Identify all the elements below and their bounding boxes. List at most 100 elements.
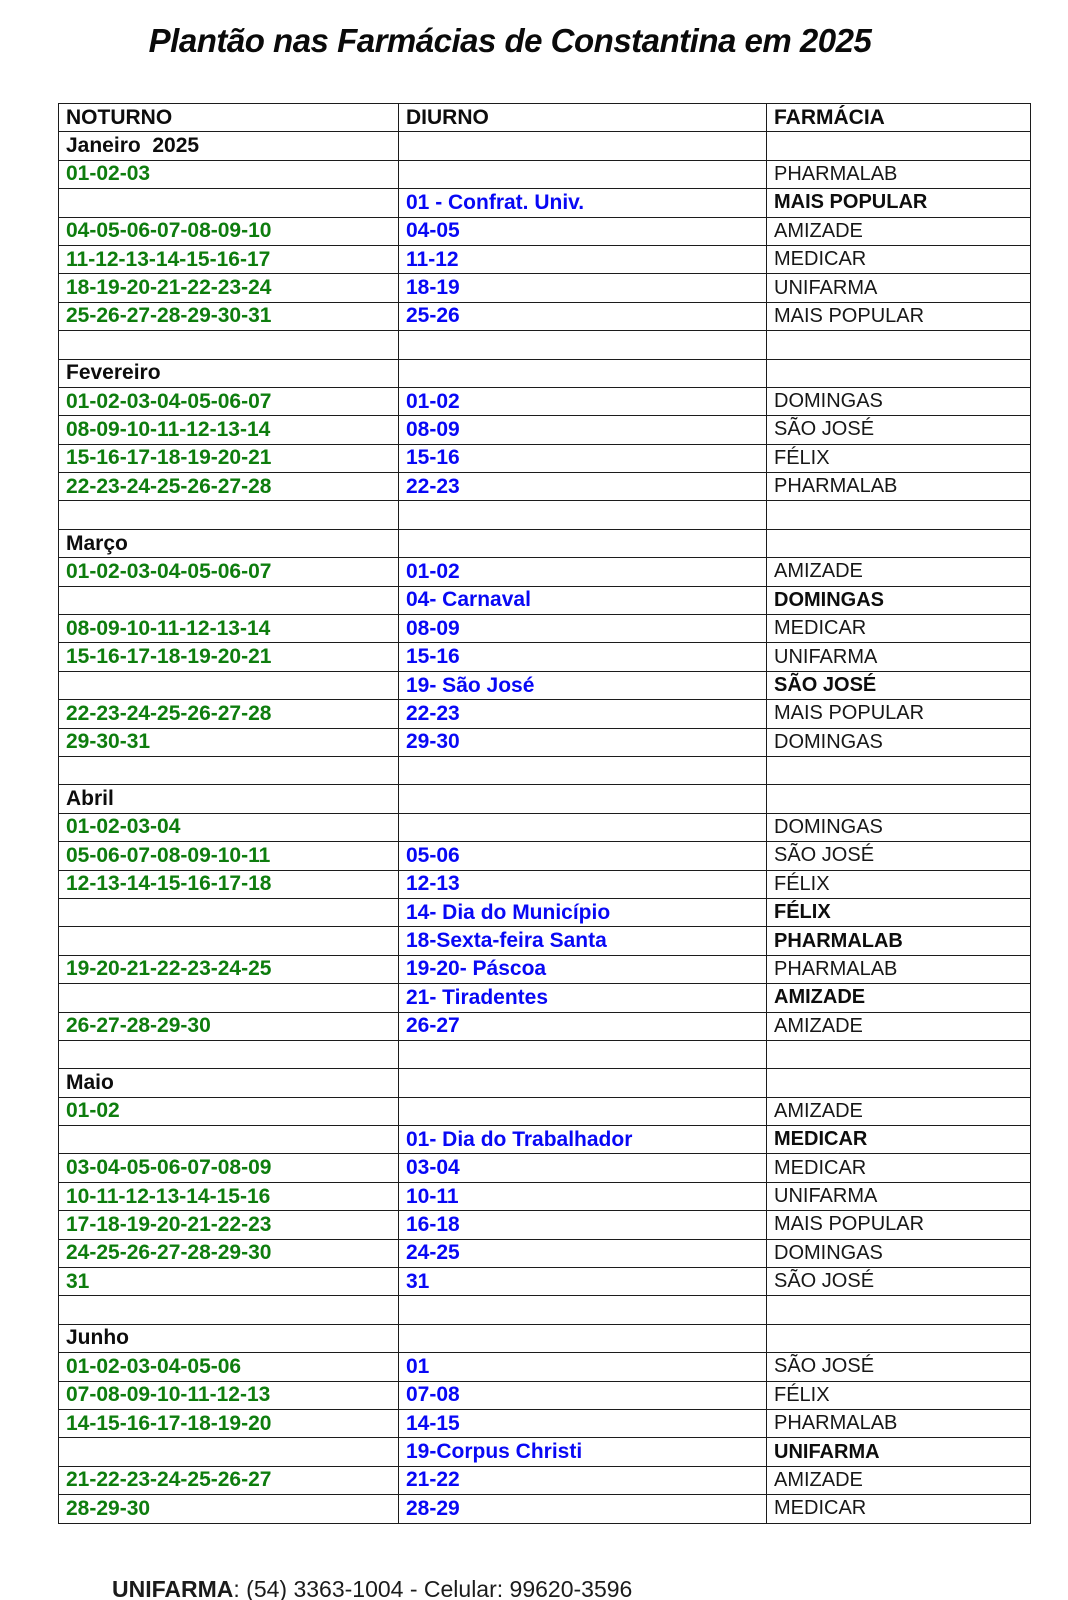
empty-cell [398, 528, 767, 559]
empty-cell [398, 1323, 767, 1354]
farmacia-name: DOMINGAS [766, 386, 1031, 417]
diurno-dates: 25-26 [398, 301, 767, 332]
empty-cell [766, 1039, 1031, 1070]
spacer-row [58, 500, 1031, 530]
footer-pharmacy-label: UNIFARMA [112, 1576, 234, 1600]
empty-cell [766, 358, 1031, 388]
farmacia-name: AMIZADE [766, 216, 1031, 246]
month-label: Maio [58, 1068, 399, 1098]
column-header-diurno: DIURNO [398, 102, 767, 133]
month-label: Janeiro 2025 [58, 131, 399, 161]
empty-cell [398, 755, 767, 786]
farmacia-name: AMIZADE [766, 1465, 1031, 1496]
month-header-row: Março [58, 528, 1031, 559]
noturno-dates: 14-15-16-17-18-19-20 [58, 1408, 399, 1439]
diurno-dates: 22-23 [398, 472, 767, 502]
diurno-dates: 18-Sexta-feira Santa [398, 926, 767, 956]
farmacia-name: SÃO JOSÉ [766, 1267, 1031, 1297]
diurno-dates: 19-20- Páscoa [398, 954, 767, 985]
farmacia-name: FÉLIX [766, 869, 1031, 899]
farmacia-name: DOMINGAS [766, 812, 1031, 843]
empty-cell [766, 784, 1031, 814]
empty-cell [398, 1039, 767, 1070]
noturno-dates: 15-16-17-18-19-20-21 [58, 642, 399, 672]
table-row: 31 31 SÃO JOSÉ [58, 1267, 1031, 1297]
diurno-dates: 05-06 [398, 841, 767, 871]
farmacia-name: SÃO JOSÉ [766, 415, 1031, 445]
empty-cell [766, 1295, 1031, 1325]
noturno-dates [58, 983, 399, 1013]
empty-cell [58, 330, 399, 360]
farmacia-name: DOMINGAS [766, 585, 1031, 616]
month-label: Junho [58, 1323, 399, 1354]
noturno-dates: 04-05-06-07-08-09-10 [58, 216, 399, 246]
table-row: 15-16-17-18-19-20-21 15-16 FÉLIX [58, 443, 1031, 474]
noturno-dates: 22-23-24-25-26-27-28 [58, 472, 399, 502]
diurno-dates: 01 - Confrat. Univ. [398, 188, 767, 218]
farmacia-name: SÃO JOSÉ [766, 841, 1031, 871]
month-header-row: Abril [58, 784, 1031, 814]
noturno-dates [58, 897, 399, 928]
spacer-row [58, 755, 1031, 786]
table-row: 26-27-28-29-30 26-27 AMIZADE [58, 1011, 1031, 1041]
table-row: 18-19-20-21-22-23-24 18-19 UNIFARMA [58, 273, 1031, 303]
farmacia-name: UNIFARMA [766, 273, 1031, 303]
table-header: NOTURNO DIURNO FARMÁCIA [58, 102, 1031, 133]
farmacia-name: SÃO JOSÉ [766, 1352, 1031, 1382]
farmacia-name: PHARMALAB [766, 472, 1031, 502]
column-header-noturno: NOTURNO [58, 102, 399, 133]
empty-cell [398, 500, 767, 530]
noturno-dates: 07-08-09-10-11-12-13 [58, 1380, 399, 1410]
diurno-dates: 19- São José [398, 670, 767, 701]
empty-cell [766, 528, 1031, 559]
empty-cell [58, 1039, 399, 1070]
column-header-farmacia: FARMÁCIA [766, 102, 1031, 133]
farmacia-name: AMIZADE [766, 1011, 1031, 1041]
diurno-dates: 29-30 [398, 727, 767, 757]
noturno-dates: 01-02-03-04 [58, 812, 399, 843]
table-row: 08-09-10-11-12-13-14 08-09 SÃO JOSÉ [58, 415, 1031, 445]
table-row: 19-20-21-22-23-24-25 19-20- Páscoa PHARMAL… [58, 954, 1031, 985]
noturno-dates: 12-13-14-15-16-17-18 [58, 869, 399, 899]
table-row: 05-06-07-08-09-10-11 05-06 SÃO JOSÉ [58, 841, 1031, 871]
table-row: 11-12-13-14-15-16-17 11-12 MEDICAR [58, 244, 1031, 275]
table-row: 25-26-27-28-29-30-31 25-26 MAIS POPULAR [58, 301, 1031, 332]
farmacia-name: FÉLIX [766, 897, 1031, 928]
farmacia-name: MEDICAR [766, 244, 1031, 275]
noturno-dates: 08-09-10-11-12-13-14 [58, 614, 399, 644]
spacer-row [58, 1039, 1031, 1070]
month-label: Março [58, 528, 399, 559]
farmacia-name: FÉLIX [766, 1380, 1031, 1410]
table-row: 15-16-17-18-19-20-21 15-16 UNIFARMA [58, 642, 1031, 672]
empty-cell [398, 1068, 767, 1098]
table-row: 01- Dia do Trabalhador MEDICAR [58, 1125, 1031, 1155]
table-row: 01-02-03-04 DOMINGAS [58, 812, 1031, 843]
farmacia-name: MEDICAR [766, 1125, 1031, 1155]
diurno-dates: 04- Carnaval [398, 585, 767, 616]
noturno-dates: 01-02 [58, 1096, 399, 1127]
diurno-dates: 24-25 [398, 1238, 767, 1269]
diurno-dates: 07-08 [398, 1380, 767, 1410]
noturno-dates [58, 585, 399, 616]
noturno-dates: 19-20-21-22-23-24-25 [58, 954, 399, 985]
table-row: 24-25-26-27-28-29-30 24-25 DOMINGAS [58, 1238, 1031, 1269]
diurno-dates: 16-18 [398, 1210, 767, 1240]
farmacia-name: MEDICAR [766, 1153, 1031, 1183]
empty-cell [398, 784, 767, 814]
table-row: 29-30-31 29-30 DOMINGAS [58, 727, 1031, 757]
noturno-dates: 26-27-28-29-30 [58, 1011, 399, 1041]
farmacia-name: AMIZADE [766, 557, 1031, 587]
table-row: 17-18-19-20-21-22-23 16-18 MAIS POPULAR [58, 1210, 1031, 1240]
table-row: 10-11-12-13-14-15-16 10-11 UNIFARMA [58, 1181, 1031, 1212]
table-row: 22-23-24-25-26-27-28 22-23 MAIS POPULAR [58, 699, 1031, 729]
empty-cell [398, 1295, 767, 1325]
empty-cell [766, 500, 1031, 530]
noturno-dates: 03-04-05-06-07-08-09 [58, 1153, 399, 1183]
month-header-row: Janeiro 2025 [58, 131, 1031, 161]
farmacia-name: PHARMALAB [766, 1408, 1031, 1439]
diurno-dates: 01-02 [398, 557, 767, 587]
empty-cell [58, 500, 399, 530]
table-row: 01-02-03-04-05-06 01 SÃO JOSÉ [58, 1352, 1031, 1382]
empty-cell [58, 755, 399, 786]
empty-cell [766, 1323, 1031, 1354]
